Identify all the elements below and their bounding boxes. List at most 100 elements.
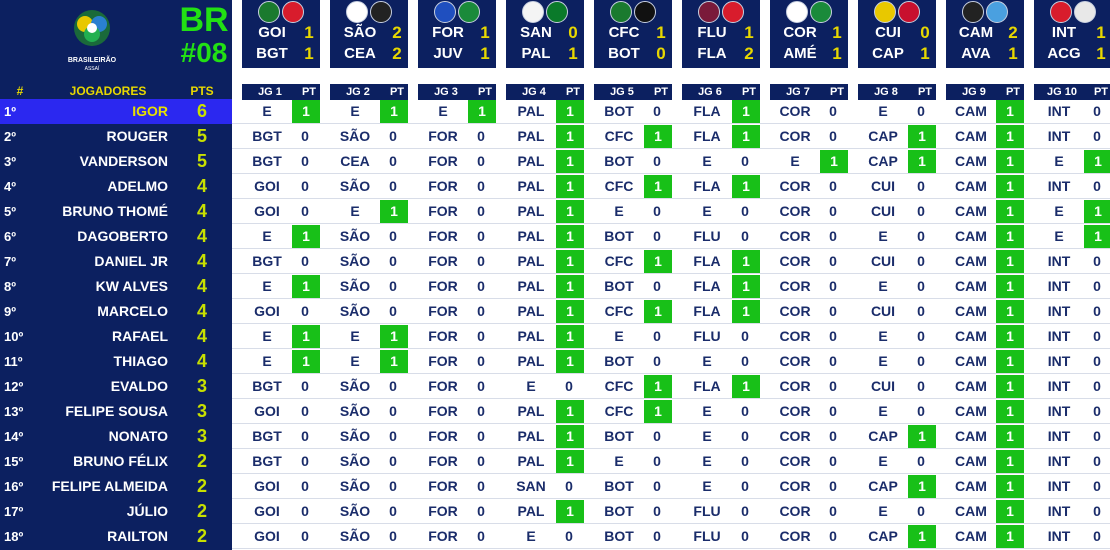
pick-points: 1 [996,200,1024,223]
game-column-header: JG 7 PT [770,84,848,100]
pick-cell: PAL 1 [506,349,584,374]
pick-points: 1 [556,450,584,473]
pick-cell: CUI 0 [858,374,936,399]
player-position: 18º [4,529,24,544]
pick-points: 1 [556,125,584,148]
pick-points: 0 [1093,428,1101,444]
game-column-header: JG 4 PT [506,84,584,100]
pick-cell: BOT 0 [594,499,672,524]
player-row: 1º IGOR 6 [0,99,232,124]
pick-team: E [262,228,272,244]
pick-cell: SÃO 0 [330,374,408,399]
pick-points: 0 [917,228,925,244]
player-points: 3 [196,376,207,396]
pick-cell: CAM 1 [946,524,1024,549]
team-crest-icon [370,1,392,23]
pick-points: 0 [917,303,925,319]
home-team-abbr: GOI [258,24,286,41]
pick-points: 0 [917,103,925,119]
pick-points: 0 [1093,403,1101,419]
away-team-score: 2 [744,44,754,63]
pick-team: CAM [955,203,987,219]
pick-team: INT [1047,528,1071,544]
pick-team: E [1054,153,1064,169]
away-team-abbr: BGT [256,45,288,62]
team-crest-icon [1074,1,1096,23]
pick-points: 0 [565,378,573,394]
pick-cell: PAL 1 [506,249,584,274]
pick-points: 0 [917,278,925,294]
pick-points: 1 [996,175,1024,198]
pick-team: E [350,328,360,344]
player-points: 3 [196,426,207,446]
pick-points: 1 [468,100,496,123]
player-points: 2 [196,501,207,521]
pick-team: E [438,103,448,119]
pick-team: PAL [517,153,545,169]
pick-cell: SÃO 0 [330,499,408,524]
pick-cell: PAL 1 [506,324,584,349]
row-divider [232,498,1110,499]
pick-team: COR [779,253,811,269]
away-team-line: CEA 2 [330,43,408,65]
pick-points: 0 [477,528,485,544]
player-row: 7º DANIEL JR 4 [0,249,232,274]
pick-cell: INT 0 [1034,349,1110,374]
away-team-score: 1 [480,44,490,63]
pick-team: E [878,228,888,244]
pick-team: SAN [516,478,546,494]
pick-team: COR [779,103,811,119]
pick-cell: FLU 0 [682,499,760,524]
row-divider [232,373,1110,374]
pick-cell: INT 0 [1034,499,1110,524]
pick-team: CAP [868,153,898,169]
pick-points: 0 [477,203,485,219]
pick-cell: COR 0 [770,324,848,349]
team-crest-icon [698,1,720,23]
away-team-abbr: JUV [433,45,463,62]
pick-team: CAM [955,503,987,519]
pick-points: 0 [917,453,925,469]
player-points: 4 [196,276,207,296]
pick-cell: SÃO 0 [330,474,408,499]
pick-team: E [350,353,360,369]
pick-cell: INT 0 [1034,399,1110,424]
pick-team: E [350,203,360,219]
player-name: DAGOBERTO [77,228,168,244]
player-name: VANDERSON [79,153,168,169]
pick-team: BOT [604,278,634,294]
pick-team: CUI [870,203,896,219]
pick-points: 0 [1093,128,1101,144]
pick-cell: PAL 1 [506,124,584,149]
pick-team: CUI [870,253,896,269]
pick-team: E [702,403,712,419]
left-panel: BRASILEIRÃO ASSAÍ BR #08 # JOGADORES PTS… [0,0,232,550]
pick-points: 1 [556,300,584,323]
pick-points: 0 [301,253,309,269]
pick-cell: CAP 1 [858,524,936,549]
pick-team: PAL [517,103,545,119]
pick-team: E [262,278,272,294]
pick-cell: BOT 0 [594,274,672,299]
pick-team: BOT [604,153,634,169]
home-team-line: GOI 1 [242,22,320,44]
pick-team: PAL [517,503,545,519]
pick-points: 0 [389,503,397,519]
match-card: FLU 1 FLA 2 [682,0,760,68]
pick-cell: CAM 1 [946,324,1024,349]
pick-team: INT [1047,503,1071,519]
home-team-score: 1 [304,23,314,42]
pick-team: FOR [428,453,458,469]
pick-cell: CUI 0 [858,199,936,224]
pick-points: 0 [301,453,309,469]
pick-team: COR [779,278,811,294]
pick-cell: GOI 0 [242,499,320,524]
pick-cell: PAL 1 [506,499,584,524]
pick-points: 1 [732,250,760,273]
pick-points: 0 [477,228,485,244]
pick-cell: CFC 1 [594,399,672,424]
pick-cell: CEA 0 [330,149,408,174]
